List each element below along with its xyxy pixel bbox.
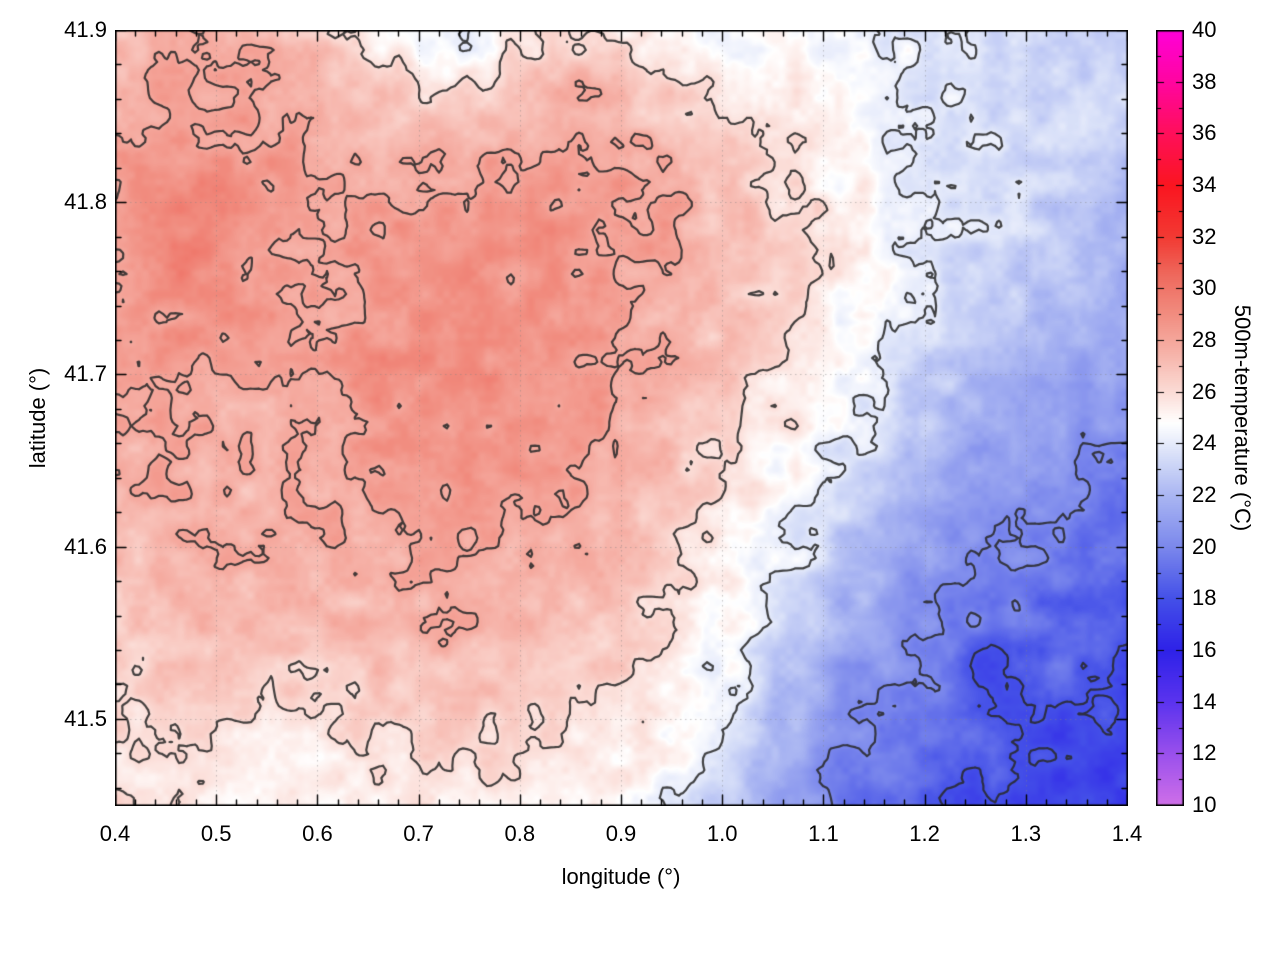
y-tick-label: 41.7 — [64, 361, 107, 387]
colorbar-tick-label: 34 — [1192, 172, 1217, 197]
colorbar-tick-label: 10 — [1192, 792, 1217, 817]
colorbar-tick-label: 14 — [1192, 688, 1217, 714]
x-tick-label: 1.4 — [1111, 821, 1143, 846]
colorbar-tick-label: 28 — [1192, 327, 1217, 352]
x-tick-label: 1.3 — [1010, 821, 1042, 846]
colorbar-tick-label: 12 — [1192, 740, 1217, 766]
heatmap-canvas — [115, 30, 1128, 806]
y-tick-label: 41.8 — [64, 189, 107, 215]
colorbar-tick-label: 26 — [1192, 378, 1217, 404]
y-axis-label: latitude (°) — [25, 367, 50, 469]
colorbar-tick-label: 32 — [1192, 223, 1217, 249]
colorbar-tick-label: 18 — [1192, 585, 1217, 611]
x-tick-label: 0.4 — [99, 821, 131, 846]
colorbar-tick-label: 22 — [1192, 482, 1217, 507]
colorbar-tick-label: 36 — [1192, 120, 1217, 146]
y-tick-label: 41.9 — [64, 17, 107, 42]
colorbar-tick-label: 30 — [1192, 275, 1217, 301]
colorbar — [1156, 30, 1184, 806]
x-tick-label: 0.7 — [403, 821, 434, 846]
colorbar-tick-label: 20 — [1192, 533, 1217, 559]
colorbar-tick-label: 38 — [1192, 68, 1217, 94]
colorbar-label: 500m-temperature (°C) — [1230, 304, 1255, 532]
x-tick-label: 0.8 — [504, 821, 536, 846]
x-tick-label: 0.6 — [302, 821, 333, 846]
x-tick-label: 1.1 — [808, 821, 839, 846]
colorbar-tick-label: 24 — [1192, 430, 1217, 456]
x-tick-label: 0.5 — [200, 821, 232, 846]
y-tick-label: 41.5 — [64, 705, 107, 731]
x-tick-label: 1.0 — [706, 821, 738, 846]
y-tick-label: 41.6 — [64, 533, 107, 559]
x-tick-label: 0.9 — [605, 821, 637, 846]
colorbar-tick-label: 40 — [1192, 17, 1217, 42]
x-axis-label: longitude (°) — [561, 864, 681, 889]
x-tick-label: 1.2 — [909, 821, 940, 846]
colorbar-tick-label: 16 — [1192, 637, 1217, 662]
